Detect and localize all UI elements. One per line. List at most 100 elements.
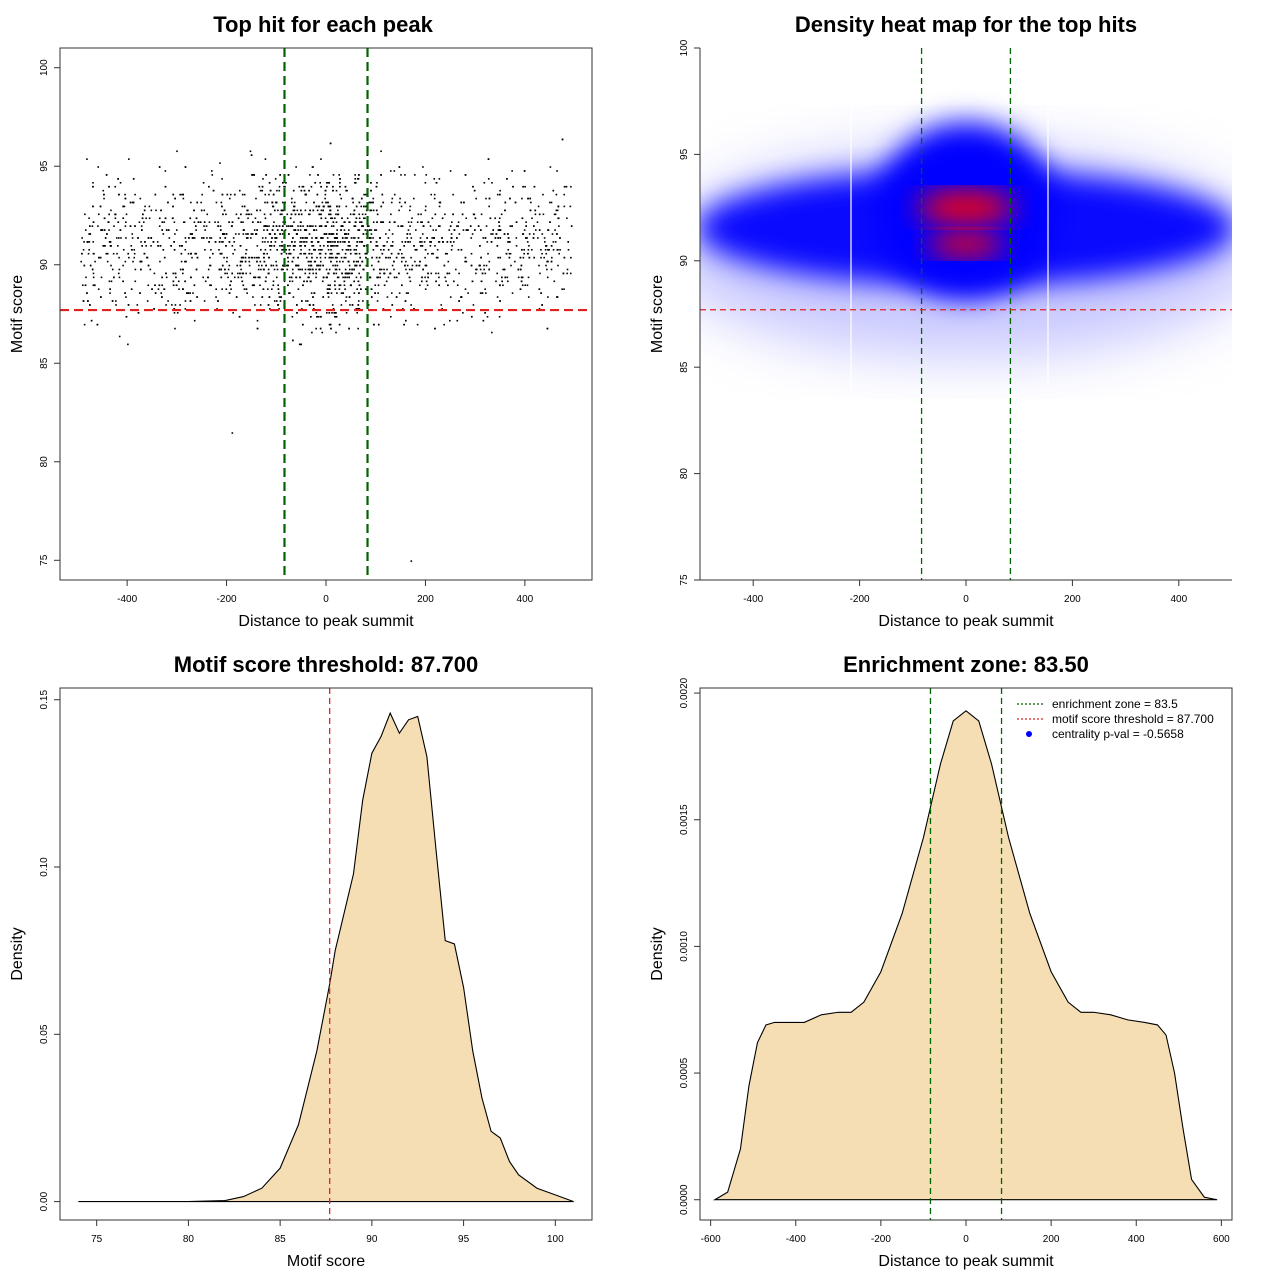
- data-point: [342, 260, 344, 263]
- x-tick-label: -400: [117, 594, 137, 605]
- data-point: [195, 217, 198, 220]
- data-point: [141, 217, 144, 220]
- data-point: [325, 181, 328, 184]
- data-point: [566, 268, 569, 271]
- data-point: [299, 225, 302, 227]
- data-point: [479, 292, 482, 294]
- data-point: [268, 296, 271, 298]
- data-point: [313, 229, 315, 231]
- data-point: [331, 245, 333, 247]
- data-point: [141, 245, 143, 247]
- data-point: [320, 213, 322, 216]
- data-point: [334, 256, 337, 259]
- data-point: [401, 225, 404, 227]
- data-point: [527, 248, 530, 251]
- data-point: [195, 268, 198, 271]
- data-point: [409, 241, 411, 243]
- data-point: [127, 343, 129, 346]
- data-point: [539, 272, 541, 275]
- data-point: [379, 272, 381, 275]
- data-point: [486, 241, 489, 243]
- data-point: [208, 221, 211, 223]
- data-point: [340, 292, 343, 294]
- data-point: [399, 248, 402, 251]
- data-point: [515, 237, 518, 239]
- data-point: [243, 205, 246, 208]
- data-point: [381, 252, 384, 255]
- data-point: [174, 272, 177, 275]
- data-point: [157, 288, 160, 290]
- data-point: [263, 229, 265, 231]
- data-point: [356, 312, 359, 314]
- data-point: [360, 288, 362, 290]
- data-point: [291, 315, 294, 318]
- data-point: [342, 292, 344, 294]
- data-point: [268, 256, 270, 259]
- data-point: [379, 268, 381, 271]
- data-point: [264, 237, 267, 239]
- data-point: [174, 233, 176, 235]
- data-point: [327, 241, 330, 243]
- legend-label-enrichment: enrichment zone = 83.5: [1052, 697, 1178, 711]
- data-point: [291, 280, 294, 283]
- data-point: [357, 327, 359, 330]
- data-point: [203, 221, 206, 223]
- data-point: [335, 237, 338, 239]
- data-point: [86, 158, 88, 160]
- data-point: [347, 245, 350, 247]
- data-point: [382, 308, 385, 310]
- data-point: [374, 292, 376, 294]
- data-point: [268, 181, 271, 184]
- data-point: [555, 193, 558, 196]
- data-point: [310, 225, 312, 227]
- data-point: [326, 185, 328, 188]
- data-point: [397, 252, 400, 255]
- data-point: [506, 178, 508, 180]
- data-point: [319, 264, 322, 267]
- data-point: [380, 150, 382, 153]
- data-point: [221, 241, 223, 243]
- data-point: [239, 264, 242, 267]
- data-point: [349, 284, 352, 287]
- data-point: [438, 241, 441, 243]
- data-point: [338, 205, 341, 208]
- data-point: [395, 276, 398, 279]
- data-point: [239, 260, 242, 263]
- data-point: [483, 264, 485, 267]
- data-point: [173, 221, 176, 223]
- data-point: [176, 312, 179, 314]
- data-point: [261, 237, 264, 239]
- data-point: [189, 217, 192, 220]
- data-point: [165, 304, 167, 306]
- data-point: [256, 245, 259, 247]
- data-point: [305, 229, 307, 231]
- data-point: [382, 221, 385, 223]
- data-point: [220, 268, 223, 271]
- data-point: [264, 217, 267, 220]
- data-point: [370, 201, 373, 204]
- data-point: [345, 300, 347, 302]
- data-point: [263, 225, 265, 227]
- data-point: [117, 221, 120, 223]
- data-point: [101, 229, 104, 231]
- data-point: [373, 323, 375, 326]
- data-point: [202, 181, 205, 184]
- data-point: [508, 256, 511, 259]
- data-point: [355, 260, 358, 263]
- data-point: [557, 205, 560, 208]
- data-point: [397, 225, 400, 227]
- data-point: [147, 284, 150, 287]
- data-point: [133, 252, 136, 255]
- data-point: [402, 308, 404, 310]
- data-point: [313, 201, 315, 204]
- data-point: [514, 260, 516, 263]
- data-point: [389, 272, 392, 275]
- y-axis-ticks: 0.000.050.100.15: [39, 690, 60, 1211]
- data-point: [339, 181, 341, 184]
- data-point: [403, 256, 405, 259]
- y-tick-label: 100: [679, 39, 690, 56]
- data-point: [353, 260, 355, 263]
- data-point: [471, 233, 474, 235]
- data-point: [292, 296, 295, 298]
- data-point: [134, 193, 136, 196]
